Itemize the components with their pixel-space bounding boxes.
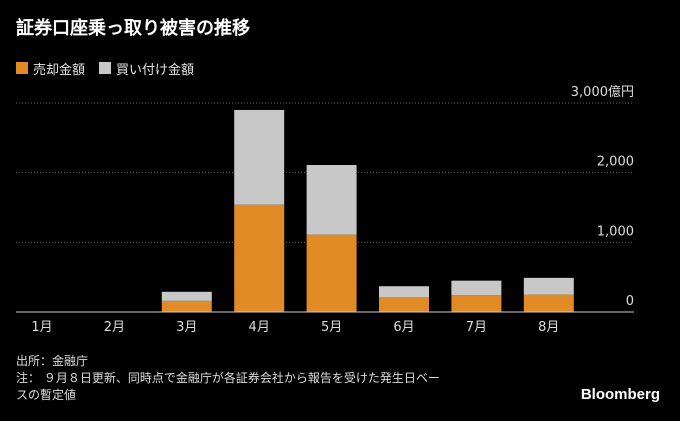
- legend-label-buy: 買い付け金額: [116, 62, 195, 78]
- x-tick-label: 2月: [104, 320, 125, 335]
- x-tick-label: 7月: [466, 320, 487, 335]
- bloomberg-logo: Bloomberg: [580, 386, 660, 403]
- bar-segment-buy: [234, 109, 285, 205]
- bar-segment-sell: [523, 294, 574, 312]
- x-tick-label: 5月: [321, 320, 342, 335]
- bar-segment-buy: [161, 291, 212, 301]
- x-tick-label: 6月: [393, 320, 414, 335]
- y-tick-label: 0: [626, 294, 634, 309]
- chart-title: 証券口座乗っ取り被害の推移: [16, 18, 250, 39]
- note-line-1: 注： ９月８日更新、同時点で金融庁が各証券会社から報告を受けた発生日ベー: [16, 371, 440, 385]
- bar-segment-buy: [379, 286, 429, 298]
- x-tick-label: 3月: [176, 320, 197, 335]
- legend-label-sell: 売却金額: [33, 62, 86, 78]
- y-tick-label: 1,000: [597, 224, 634, 239]
- note-line-2: スの暫定値: [16, 388, 77, 402]
- legend-item-buy: 買い付け金額: [99, 59, 194, 78]
- x-tick-label: 8月: [538, 320, 559, 335]
- bar-segment-buy: [306, 165, 357, 235]
- footnote: 出所：金融庁 注： ９月８日更新、同時点で金融庁が各証券会社から報告を受けた発生…: [16, 353, 536, 404]
- bar-segment-buy: [523, 277, 574, 295]
- y-tick-label: 2,000: [597, 155, 634, 170]
- x-tick-label: 4月: [249, 320, 270, 335]
- bar-segment-buy: [451, 280, 502, 296]
- legend-item-sell: 売却金額: [16, 59, 85, 78]
- bar-segment-sell: [161, 300, 212, 312]
- y-tick-label: 3,000億円: [571, 84, 634, 100]
- source-note: 出所：金融庁: [16, 354, 89, 368]
- legend-swatch-sell: [16, 62, 28, 74]
- bar-segment-sell: [234, 204, 285, 312]
- x-tick-label: 1月: [31, 320, 52, 335]
- bar-segment-sell: [451, 295, 502, 312]
- bar-segment-sell: [306, 234, 357, 312]
- legend: 売却金額 買い付け金額: [16, 58, 204, 78]
- bar-segment-sell: [379, 297, 429, 312]
- legend-swatch-buy: [99, 62, 112, 74]
